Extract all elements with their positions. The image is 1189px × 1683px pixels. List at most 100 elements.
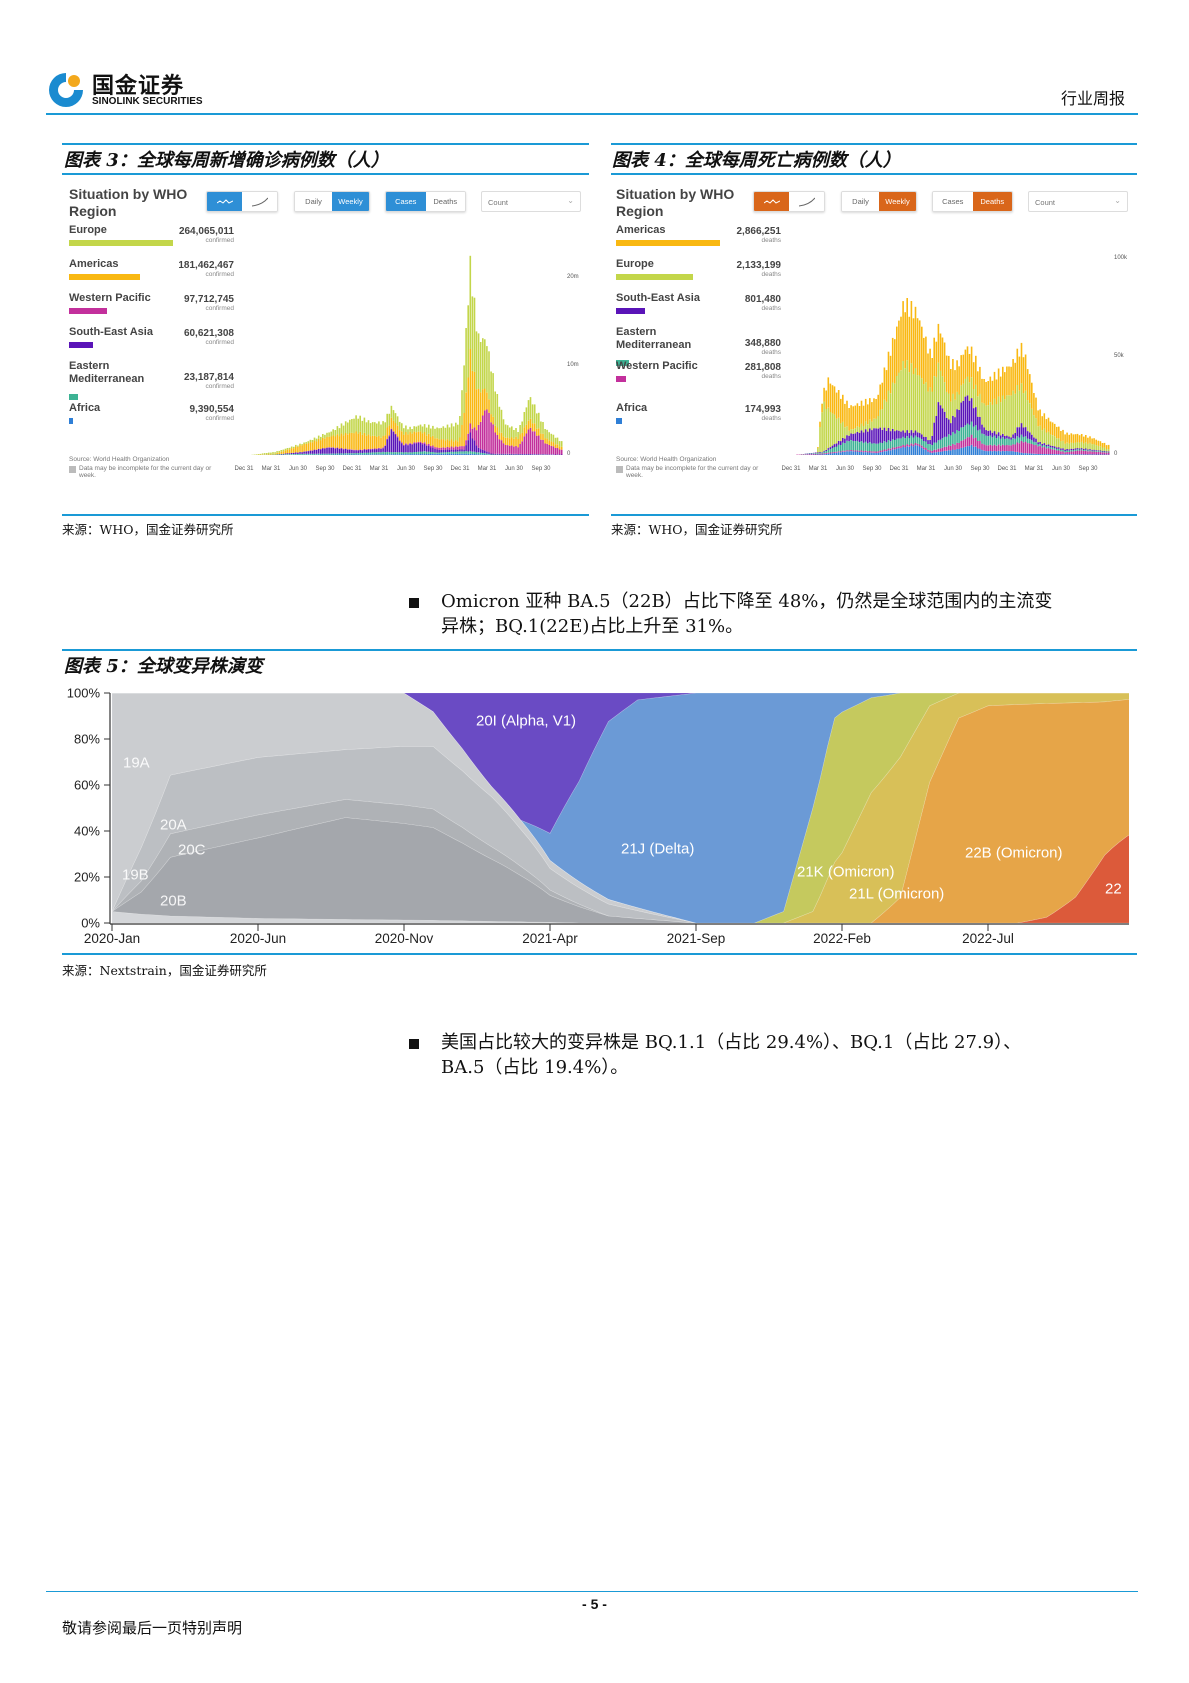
- bar-eastern-mediterranean: [862, 442, 865, 452]
- bar-americas: [883, 367, 886, 400]
- bar-americas: [958, 366, 960, 395]
- metric-toggle: Cases Deaths: [385, 191, 466, 212]
- scale-dropdown[interactable]: Count ⌄: [481, 191, 581, 212]
- daily-button[interactable]: Daily: [842, 192, 879, 211]
- bar-africa: [918, 446, 921, 455]
- bar-south-east-asia: [523, 454, 526, 455]
- cases-button[interactable]: Cases: [386, 192, 426, 211]
- bar-eastern-mediterranean: [1039, 443, 1041, 446]
- bar-europe: [263, 453, 266, 455]
- bar-europe: [550, 433, 553, 442]
- cases-button[interactable]: Cases: [933, 192, 973, 211]
- cumulative-chart-button[interactable]: [789, 192, 824, 211]
- bar-americas: [889, 355, 892, 394]
- bar-western-pacific: [869, 451, 871, 453]
- bar-south-east-asia: [1016, 427, 1019, 437]
- bar-eastern-mediterranean: [342, 453, 345, 455]
- bar-americas: [313, 440, 316, 450]
- bar-africa: [1022, 453, 1025, 455]
- bar-south-east-asia: [1006, 435, 1008, 439]
- bar-eastern-mediterranean: [459, 451, 461, 454]
- deaths-button[interactable]: Deaths: [972, 192, 1012, 211]
- bar-americas: [423, 432, 426, 443]
- bar-western-pacific: [438, 447, 440, 450]
- bar-americas: [523, 427, 526, 437]
- bar-africa: [1070, 454, 1073, 455]
- bar-europe: [829, 412, 832, 448]
- bar-western-pacific: [991, 445, 994, 452]
- bar-eastern-mediterranean: [887, 440, 890, 449]
- bar-eastern-mediterranean: [336, 453, 339, 455]
- bar-europe: [970, 377, 973, 399]
- bar-eastern-mediterranean: [956, 430, 958, 443]
- daily-button[interactable]: Daily: [295, 192, 332, 211]
- bar-south-east-asia: [1010, 437, 1012, 440]
- bar-eastern-mediterranean: [1008, 438, 1010, 446]
- bar-africa: [1004, 451, 1006, 455]
- scale-dropdown[interactable]: Count ⌄: [1028, 191, 1128, 212]
- bar-western-pacific: [921, 445, 923, 448]
- bar-south-east-asia: [467, 440, 469, 452]
- bar-western-pacific: [875, 451, 877, 453]
- bar-europe: [513, 430, 515, 439]
- bar-americas: [1085, 435, 1087, 443]
- bar-europe: [1004, 399, 1006, 436]
- cumulative-chart-button[interactable]: [242, 192, 277, 211]
- line-icon: [763, 198, 780, 204]
- bar-western-pacific: [964, 438, 967, 447]
- legend-unit: deaths: [761, 237, 781, 244]
- bar-europe: [374, 422, 376, 436]
- weekly-button[interactable]: Weekly: [879, 192, 916, 211]
- bar-south-east-asia: [542, 454, 544, 455]
- bar-south-east-asia: [894, 431, 896, 440]
- bar-western-pacific: [560, 449, 563, 455]
- bar-africa: [415, 454, 418, 455]
- line-chart-button[interactable]: [754, 192, 789, 211]
- bar-europe: [268, 452, 270, 454]
- bar-eastern-mediterranean: [813, 453, 815, 454]
- bar-americas: [305, 443, 307, 452]
- bar-western-pacific: [979, 441, 981, 449]
- scale-dropdown-value: Count: [1035, 198, 1056, 207]
- bar-south-east-asia: [1022, 427, 1025, 437]
- x-tick-label: Mar 31: [369, 466, 389, 472]
- y-tick-label: 10m: [567, 362, 579, 369]
- bar-eastern-mediterranean: [977, 430, 979, 441]
- bar-americas: [320, 440, 322, 449]
- bar-south-east-asia: [916, 432, 919, 438]
- bar-americas: [837, 390, 840, 418]
- bar-europe: [367, 420, 370, 435]
- bar-africa: [471, 454, 474, 455]
- bar-europe: [858, 427, 861, 433]
- bar-europe: [935, 376, 938, 416]
- weekly-button[interactable]: Weekly: [332, 192, 369, 211]
- bar-africa: [444, 453, 447, 455]
- bar-africa: [338, 454, 341, 455]
- legend-color-bar: [616, 308, 646, 314]
- bar-eastern-mediterranean: [278, 454, 280, 455]
- bar-south-east-asia: [885, 430, 888, 443]
- bar-eastern-mediterranean: [349, 453, 351, 455]
- bar-americas: [993, 371, 996, 399]
- bar-europe: [401, 423, 403, 432]
- bar-south-east-asia: [925, 437, 927, 442]
- legend-unit: deaths: [761, 349, 781, 356]
- bar-south-east-asia: [288, 453, 291, 455]
- bar-south-east-asia: [1041, 443, 1043, 446]
- bullet-paragraph-1: Omicron 亚种 BA.5（22B）占比下降至 48%，仍然是全球范围内的主…: [441, 589, 1052, 639]
- bar-western-pacific: [425, 444, 428, 446]
- legend-unit: confirmed: [205, 305, 234, 312]
- line-chart-button[interactable]: [207, 192, 242, 211]
- bar-europe: [871, 421, 873, 431]
- bar-western-pacific: [889, 448, 892, 451]
- bar-western-pacific: [554, 447, 557, 455]
- bar-eastern-mediterranean: [388, 452, 391, 455]
- legend-region-name: South-East Asia: [616, 292, 700, 304]
- bar-americas: [455, 440, 457, 447]
- deaths-button[interactable]: Deaths: [425, 192, 465, 211]
- bar-africa: [906, 446, 908, 455]
- x-tick-label: Dec 31: [781, 466, 801, 472]
- bar-eastern-mediterranean: [490, 454, 492, 455]
- bar-south-east-asia: [1089, 449, 1091, 451]
- bar-europe: [511, 426, 513, 438]
